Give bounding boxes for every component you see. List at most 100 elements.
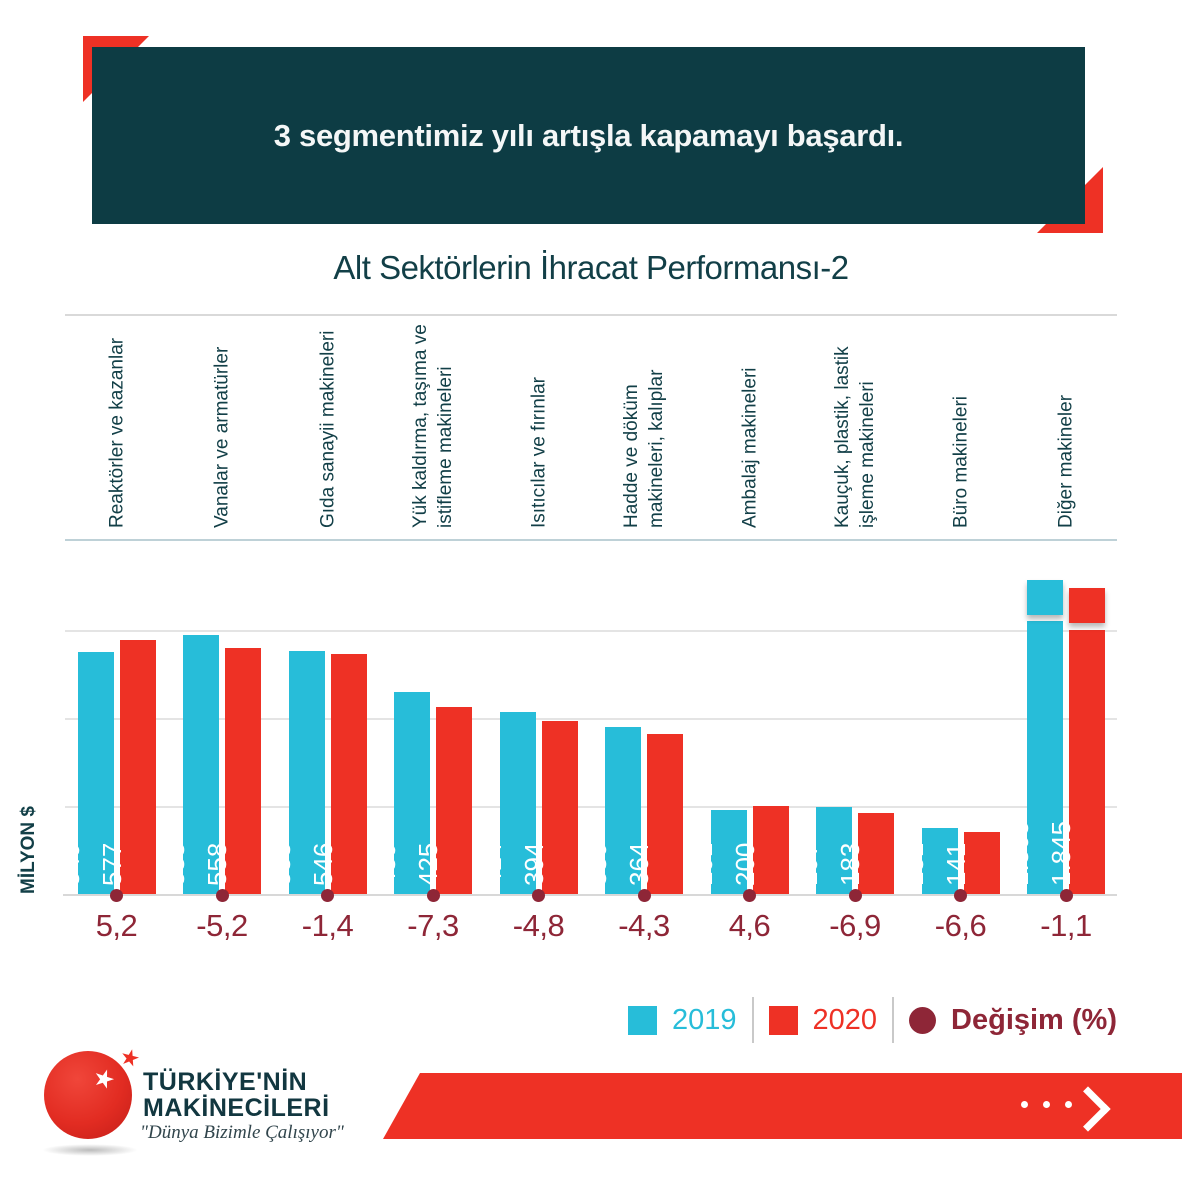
ribbon-dot-icon bbox=[1021, 1101, 1028, 1108]
change-dot bbox=[532, 888, 545, 902]
change-percent-label: -4,8 bbox=[512, 908, 565, 943]
bar-value-label-2019: 151 bbox=[898, 842, 929, 886]
category-area-bottom-line bbox=[65, 539, 1117, 541]
bar-value-label-2020: 546 bbox=[307, 842, 338, 886]
y-axis-unit-label: MİLYON $ bbox=[18, 806, 39, 894]
legend-divider bbox=[892, 997, 895, 1043]
bar-value-label-2020: 394 bbox=[518, 842, 549, 886]
category-label: Diğer makineler bbox=[1055, 394, 1077, 528]
ribbon-dot-icon bbox=[1043, 1101, 1050, 1108]
change-dot bbox=[215, 888, 229, 902]
bar-value-label-2019: 553 bbox=[265, 842, 296, 886]
bar-value-label-2019: 1.865 bbox=[1004, 820, 1034, 886]
bar-2020 bbox=[752, 806, 789, 894]
legend-swatch-2019 bbox=[628, 1005, 657, 1035]
change-dot bbox=[1059, 888, 1073, 902]
bar-value-label-2020: 1.845 bbox=[1046, 820, 1076, 886]
change-dot bbox=[426, 888, 440, 902]
legend-divider bbox=[751, 997, 754, 1043]
legend-label-2020: 2020 bbox=[812, 1003, 878, 1036]
bar-2020 bbox=[858, 813, 894, 894]
legend-label-2019: 2019 bbox=[672, 1003, 737, 1036]
bar-value-label-2019: 459 bbox=[371, 842, 401, 886]
headline-banner: 3 segmentimiz yılı artışla kapamayı başa… bbox=[92, 47, 1085, 224]
category-area-top-line bbox=[65, 314, 1117, 316]
gridline bbox=[65, 630, 1117, 632]
change-percent-label: -1,1 bbox=[1040, 908, 1092, 943]
category-label: Reaktörler ve kazanlar bbox=[106, 337, 127, 528]
bar-2020-broken-main bbox=[1069, 630, 1105, 894]
bar-value-label-2020: 577 bbox=[96, 842, 127, 886]
bar-value-label-2020: 141 bbox=[940, 842, 971, 886]
change-dot bbox=[637, 888, 651, 902]
change-dot bbox=[743, 888, 756, 902]
category-label: Vanalar ve armatürler bbox=[211, 346, 233, 528]
x-axis-baseline bbox=[63, 894, 1117, 896]
bar-2020 bbox=[541, 720, 578, 894]
bar-value-label-2019: 549 bbox=[54, 842, 85, 886]
change-percent-label: -6,6 bbox=[934, 908, 987, 943]
change-percent-label: 4,6 bbox=[728, 908, 771, 943]
bar-value-label-2019: 414 bbox=[476, 842, 507, 886]
bar-2020-broken-cap bbox=[1069, 588, 1105, 623]
change-dot bbox=[110, 888, 123, 902]
bar-2019 bbox=[183, 635, 219, 894]
bar-2019 bbox=[816, 807, 852, 894]
change-dot bbox=[848, 888, 862, 902]
gridline bbox=[65, 718, 1117, 720]
bar-2020 bbox=[436, 707, 472, 894]
bar-value-label-2019: 588 bbox=[160, 842, 190, 886]
change-percent-label: -4,3 bbox=[618, 908, 670, 943]
bar-value-label-2019: 380 bbox=[582, 842, 612, 886]
category-label: Isıtıcılar ve fırınlar bbox=[528, 377, 549, 528]
logo-shadow bbox=[42, 1144, 138, 1156]
category-label: Ambalaj makineleri bbox=[739, 367, 760, 528]
chart-title: Alt Sektörlerin İhracat Performansı-2 bbox=[333, 249, 849, 286]
bar-2019 bbox=[605, 726, 641, 894]
change-percent-label: -1,4 bbox=[301, 908, 354, 943]
logo-title-line1: TÜRKİYE'NİN bbox=[143, 1068, 308, 1096]
change-dot bbox=[321, 888, 334, 902]
bar-value-label-2020: 200 bbox=[729, 842, 760, 886]
category-label: Yük kaldırma, taşıma ve istifleme makine… bbox=[410, 324, 456, 528]
logo-title-line2: MAKİNECİLERİ bbox=[143, 1094, 330, 1122]
change-percent-label: 5,2 bbox=[95, 908, 138, 943]
bar-value-label-2020: 364 bbox=[624, 842, 654, 886]
bottom-ribbon bbox=[383, 1073, 1182, 1139]
bar-2019 bbox=[77, 652, 114, 894]
category-label: Kauçuk, plastik, lastik işleme makineler… bbox=[832, 346, 878, 528]
bar-2019 bbox=[921, 827, 958, 894]
change-percent-label: -7,3 bbox=[407, 908, 459, 943]
bar-2020 bbox=[330, 653, 367, 894]
category-label: Hadde ve döküm makineleri, kalıplar bbox=[621, 369, 667, 528]
logo-slogan: "Dünya Bizimle Çalışıyor" bbox=[140, 1122, 344, 1143]
bar-2020 bbox=[647, 733, 683, 894]
headline-text: 3 segmentimiz yılı artışla kapamayı başa… bbox=[273, 117, 904, 153]
bar-value-label-2020: 558 bbox=[202, 842, 232, 886]
change-dot bbox=[954, 888, 967, 902]
category-label: Büro makineleri bbox=[950, 396, 971, 528]
bar-2019 bbox=[499, 711, 536, 894]
legend-swatch-change bbox=[909, 1006, 937, 1034]
ribbon-dot-icon bbox=[1065, 1101, 1072, 1108]
legend-label-change: Değişim (%) bbox=[951, 1003, 1118, 1036]
change-percent-label: -5,2 bbox=[196, 908, 248, 943]
legend: 2019 2020 Değişim (%) bbox=[628, 997, 1117, 1043]
bar-value-label-2019: 197 bbox=[793, 842, 823, 886]
bar-2020 bbox=[119, 640, 156, 894]
gridline bbox=[65, 806, 1117, 808]
bar-2019 bbox=[710, 809, 747, 894]
bar-2019 bbox=[394, 692, 430, 894]
bar-2019-broken-main bbox=[1027, 621, 1063, 894]
bar-value-label-2020: 425 bbox=[413, 842, 443, 886]
logo-sphere bbox=[44, 1051, 132, 1139]
legend-swatch-2020 bbox=[768, 1005, 798, 1035]
bar-value-label-2019: 191 bbox=[687, 842, 718, 886]
change-percent-label: -6,9 bbox=[829, 908, 881, 943]
bar-2020 bbox=[225, 648, 261, 894]
bar-2020 bbox=[963, 831, 1000, 894]
category-label: Gıda sanayii makineleri bbox=[317, 330, 338, 528]
bar-2019-broken-cap bbox=[1027, 580, 1063, 615]
